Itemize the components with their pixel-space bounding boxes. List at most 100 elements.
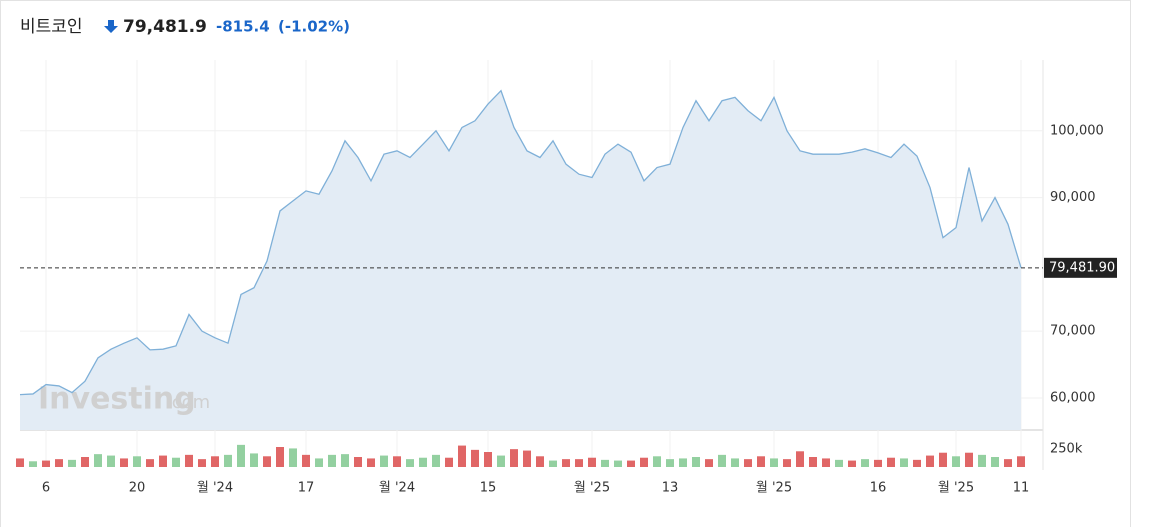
down-arrow <box>104 20 118 33</box>
volume-bar <box>120 458 128 467</box>
volume-bar <box>900 458 908 467</box>
x-tick-label: 월 '24 <box>379 481 415 496</box>
volume-bar <box>172 457 180 467</box>
volume-bar <box>874 459 882 467</box>
x-tick-label: 월 '25 <box>574 481 610 496</box>
volume-bar <box>107 455 115 467</box>
volume-bar <box>510 449 518 467</box>
volume-bar <box>68 459 76 467</box>
volume-bar <box>627 460 635 467</box>
volume-bar <box>783 459 791 467</box>
header-price: 79,481.9 <box>123 17 207 37</box>
volume-bar <box>770 458 778 467</box>
volume-bar <box>562 459 570 467</box>
area-fill <box>20 90 1021 431</box>
volume-bar <box>848 460 856 467</box>
volume-bar <box>497 455 505 467</box>
volume-bar <box>523 450 531 467</box>
volume-bar <box>913 459 921 467</box>
volume-bar <box>224 454 232 467</box>
x-tick-label: 6 <box>42 481 50 496</box>
volume-bar <box>458 445 466 467</box>
x-tick-label: 월 '25 <box>938 481 974 496</box>
volume-bar <box>1017 456 1025 467</box>
volume-bar <box>926 455 934 467</box>
volume-bar <box>965 452 973 467</box>
header-change-pct: (-1.02%) <box>278 18 350 36</box>
volume-bar <box>315 458 323 467</box>
volume-bar <box>991 457 999 467</box>
volume-bar <box>822 458 830 467</box>
volume-bar <box>484 452 492 467</box>
volume-bar <box>406 459 414 467</box>
watermark: Investing <box>38 382 196 417</box>
volume-bar <box>861 459 869 467</box>
volume-bar <box>796 451 804 467</box>
volume-bar <box>731 458 739 467</box>
y-tick-label: 100,000 <box>1050 123 1104 138</box>
header-change: -815.4 <box>216 18 270 36</box>
x-tick-label: 17 <box>298 481 315 496</box>
x-tick-label: 13 <box>662 481 679 496</box>
volume-bar <box>354 457 362 467</box>
volume-bar <box>601 459 609 467</box>
volume-bar <box>575 459 583 467</box>
volume-bar <box>94 454 102 467</box>
volume-tick-label: 250k <box>1050 442 1083 457</box>
x-tick-label: 월 '24 <box>197 481 233 496</box>
last-price-label: 79,481.90 <box>1049 260 1115 275</box>
volume-bar <box>211 456 219 467</box>
volume-bar <box>835 459 843 467</box>
x-tick-label: 11 <box>1013 481 1030 496</box>
volume-bar <box>16 458 24 467</box>
volume-bar <box>549 460 557 467</box>
volume-bar <box>588 457 596 467</box>
volume-bar <box>978 454 986 467</box>
volume-bar <box>705 459 713 467</box>
volume-bar <box>263 456 271 467</box>
volume-bar <box>536 456 544 467</box>
x-tick-label: 15 <box>480 481 497 496</box>
volume-bar <box>939 452 947 467</box>
volume-bar <box>29 461 37 467</box>
volume-bar <box>952 456 960 467</box>
volume-bar <box>393 456 401 467</box>
volume-bar <box>640 457 648 467</box>
volume-bar <box>341 454 349 467</box>
volume-bar <box>757 456 765 467</box>
chart-title: 비트코인 <box>20 17 83 37</box>
volume-bar <box>146 459 154 467</box>
volume-bar <box>185 454 193 467</box>
volume-bar <box>679 458 687 467</box>
volume-bar <box>666 459 674 467</box>
volume-bar <box>614 460 622 467</box>
volume-bar <box>55 459 63 467</box>
volume-bar <box>159 455 167 467</box>
volume-bar <box>81 457 89 467</box>
price-line <box>19 89 1022 396</box>
y-tick-label: 60,000 <box>1050 390 1096 405</box>
volume-bar <box>276 447 284 467</box>
volume-bar <box>42 460 50 467</box>
volume-bar <box>887 457 895 467</box>
volume-bar <box>653 456 661 467</box>
volume-bar <box>809 457 817 467</box>
y-tick-label: 90,000 <box>1050 190 1096 205</box>
y-tick-label: 70,000 <box>1050 324 1096 339</box>
x-tick-label: 16 <box>870 481 887 496</box>
volume-bar <box>380 455 388 467</box>
volume-bar <box>133 456 141 467</box>
volume-bar <box>692 457 700 467</box>
volume-bar <box>302 454 310 467</box>
volume-bar <box>471 449 479 467</box>
volume-bar <box>432 454 440 467</box>
volume-bar <box>328 454 336 467</box>
x-tick-label: 월 '25 <box>756 481 792 496</box>
watermark: .com <box>166 392 210 413</box>
volume-bar <box>198 459 206 467</box>
volume-bar <box>718 454 726 467</box>
volume-bar <box>1004 459 1012 467</box>
x-tick-label: 20 <box>129 481 146 496</box>
volume-bar <box>250 453 258 467</box>
